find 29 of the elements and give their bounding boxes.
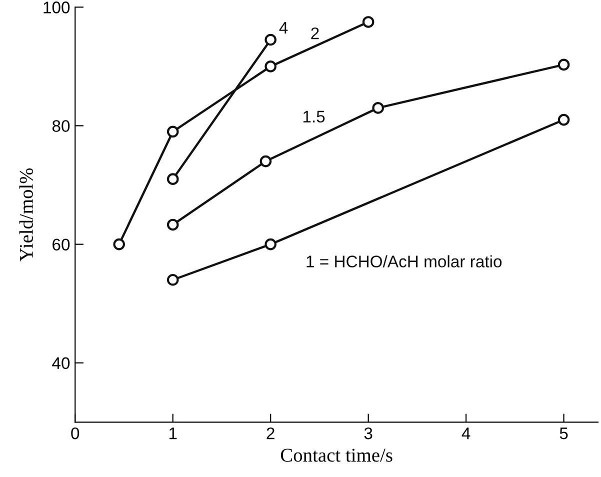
series-label: 1.5 [303, 110, 325, 123]
point [558, 114, 570, 126]
point [264, 34, 276, 46]
point [264, 60, 276, 72]
point [166, 173, 179, 185]
y-tick-label: 60 [52, 238, 70, 250]
series-label: 4 [279, 22, 288, 34]
y-tick-label: 100 [44, 2, 70, 14]
x-tick-label: 2 [266, 427, 274, 440]
x-tick-label: 1 [169, 428, 177, 440]
x-tick-label: 3 [364, 427, 372, 440]
y-tick-label: 40 [52, 357, 70, 370]
point [113, 238, 126, 250]
y-axis-title: Yield/mol% [19, 168, 34, 262]
point [362, 16, 374, 28]
series-label: 2 [311, 27, 319, 40]
point [264, 238, 276, 250]
x-axis-title: Contact time/s [280, 448, 392, 462]
point [372, 102, 384, 114]
point [558, 58, 570, 71]
point [166, 274, 179, 286]
x-tick-label: 5 [560, 428, 568, 440]
x-tick-label: 0 [71, 427, 80, 440]
y-tick-label: 80 [52, 120, 70, 132]
point [166, 218, 179, 231]
point [166, 126, 179, 138]
x-tick-label: 4 [462, 428, 470, 440]
series-label: 1 = HCHO/AcH molar ratio [306, 255, 502, 268]
point [260, 155, 272, 168]
